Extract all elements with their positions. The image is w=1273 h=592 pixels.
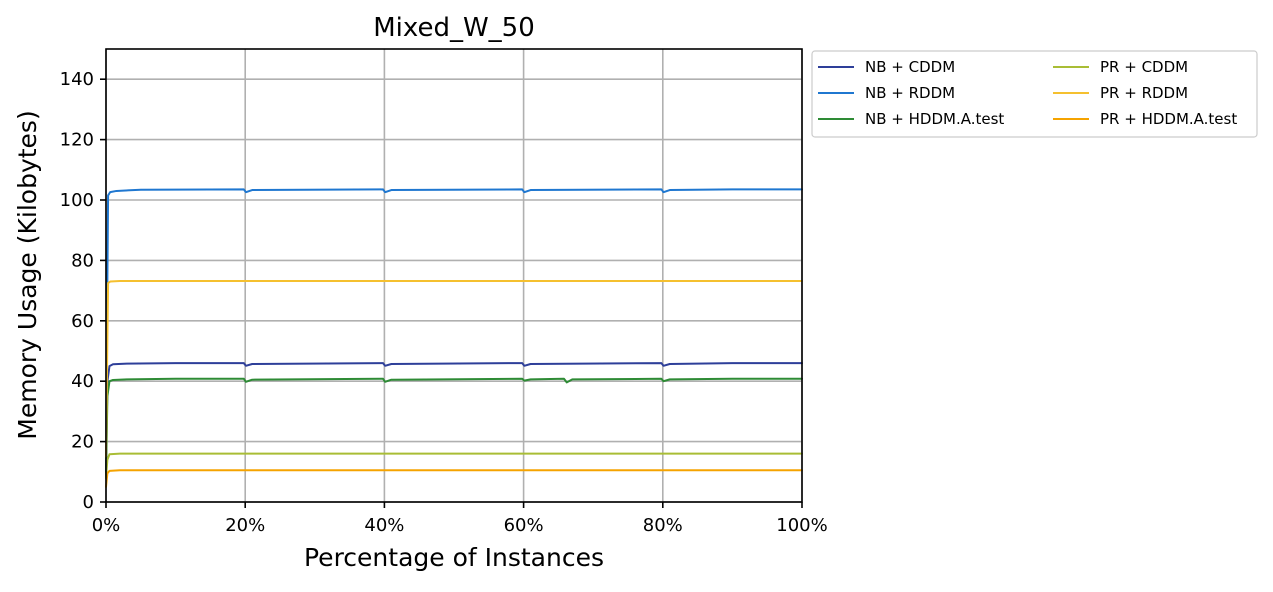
x-tick-label: 100% xyxy=(776,515,827,536)
chart-title: Mixed_W_50 xyxy=(373,13,535,43)
legend-label: NB + RDDM xyxy=(865,84,955,102)
y-tick-label: 80 xyxy=(71,250,94,271)
y-tick-label: 120 xyxy=(60,130,94,151)
x-tick-label: 20% xyxy=(225,515,265,536)
x-axis-label: Percentage of Instances xyxy=(304,543,604,572)
plot-area-frame xyxy=(105,48,803,503)
y-tick-label: 60 xyxy=(71,311,94,332)
series-line xyxy=(105,188,803,443)
legend-label: NB + CDDM xyxy=(865,58,955,76)
legend-label: PR + RDDM xyxy=(1100,84,1188,102)
legend-label: PR + CDDM xyxy=(1100,58,1188,76)
y-tick-label: 100 xyxy=(60,190,94,211)
y-tick-label: 140 xyxy=(60,69,94,90)
series-line xyxy=(105,469,803,488)
grid-layer xyxy=(105,49,803,503)
legend: NB + CDDM NB + RDDM NB + HDDM.A.test PR + C… xyxy=(811,50,1258,138)
series-layer xyxy=(105,188,803,488)
y-tick-label: 20 xyxy=(71,432,94,453)
series-line xyxy=(105,452,803,479)
y-tick-label: 0 xyxy=(83,492,94,513)
legend-label: NB + HDDM.A.test xyxy=(865,110,1004,128)
tick-layer: 0% 20% 40% 60% 80% 100% 0 20 40 60 80 100 120 140 xyxy=(60,69,828,536)
x-tick-label: 60% xyxy=(504,515,544,536)
x-tick-label: 80% xyxy=(643,515,683,536)
legend-items: NB + CDDM NB + RDDM NB + HDDM.A.test PR + C… xyxy=(818,58,1237,128)
y-axis-label: Memory Usage (Kilobytes) xyxy=(13,110,42,439)
series-line xyxy=(105,377,803,479)
x-tick-label: 0% xyxy=(92,515,121,536)
x-tick-label: 40% xyxy=(364,515,404,536)
legend-frame xyxy=(811,50,1258,138)
series-line xyxy=(105,362,803,473)
y-tick-label: 40 xyxy=(71,371,94,392)
legend-label: PR + HDDM.A.test xyxy=(1100,110,1237,128)
series-line xyxy=(105,279,803,458)
